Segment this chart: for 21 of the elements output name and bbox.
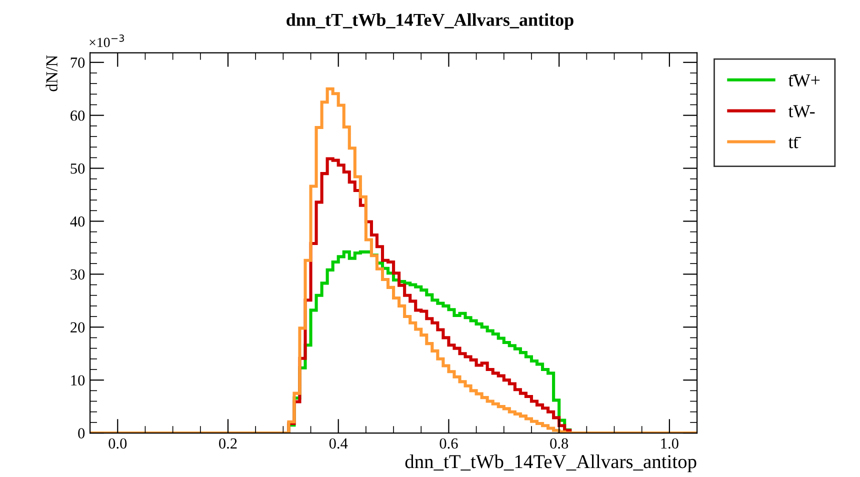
x-tick-label: 0.8: [550, 438, 568, 449]
y-tick-label: 50: [70, 163, 85, 174]
x-tick-label: 0.2: [219, 438, 237, 449]
y-tick-label: 10: [71, 375, 85, 386]
x-tick-label: 0.4: [329, 438, 348, 449]
y-axis-title: dN/N: [46, 55, 58, 92]
y-tick-label: 0: [78, 428, 85, 438]
legend-label: tW-: [788, 105, 815, 118]
legend-label: tt̄: [788, 137, 802, 148]
x-tick-label: 0.0: [108, 438, 127, 449]
legend-label: t̄W+: [788, 74, 820, 86]
chart-title: dnn_tT_tWb_14TeV_Allvars_antitop: [286, 13, 574, 30]
text: ×10$^{−3}$: [90, 34, 124, 48]
y-tick-label: 40: [70, 216, 85, 227]
y-tick-label: 70: [70, 58, 85, 68]
x-axis-title: dnn_tT_tWb_14TeV_Allvars_antitop: [405, 454, 696, 472]
y-tick-label: 30: [70, 269, 85, 280]
x-tick-label: 1.0: [661, 438, 678, 449]
y-tick-label: 60: [70, 110, 85, 121]
y-tick-label: 20: [70, 322, 85, 333]
x-tick-label: 0.6: [440, 438, 458, 449]
